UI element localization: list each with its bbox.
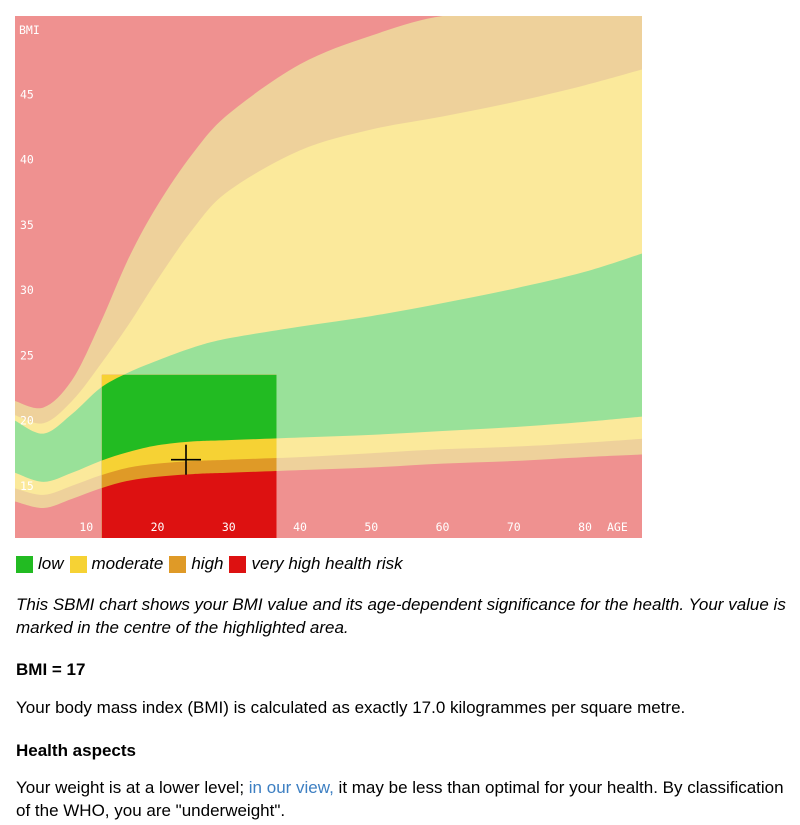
legend-label-low: low	[38, 554, 64, 573]
legend-item-high: high	[169, 554, 223, 574]
health-text-start: Your weight is at a lower level;	[16, 778, 249, 797]
x-tick-10: 10	[79, 520, 93, 534]
y-tick-45: 45	[20, 87, 34, 101]
y-tick-40: 40	[20, 153, 34, 167]
legend-swatch-moderate	[69, 555, 87, 573]
x-tick-80: 80	[578, 520, 592, 534]
y-tick-20: 20	[20, 414, 34, 428]
x-axis-label: AGE	[607, 520, 628, 534]
legend-swatch-very-high	[229, 555, 247, 573]
y-tick-labels: 15 20 25 30 35 40 45	[20, 87, 34, 493]
x-tick-30: 30	[222, 520, 236, 534]
x-tick-20: 20	[151, 520, 165, 534]
y-tick-25: 25	[20, 348, 34, 362]
sbmi-chart: 15 20 25 30 35 40 45 10 20 30 40 50 60 70 80 BMI AGE	[15, 16, 642, 538]
legend-item-low: low	[16, 554, 64, 574]
chart-description: This SBMI chart shows your BMI value and…	[16, 595, 786, 637]
highlight-band-very-high-6	[101, 470, 277, 538]
x-tick-60: 60	[436, 520, 450, 534]
x-tick-labels: 10 20 30 40 50 60 70 80	[79, 520, 592, 534]
legend-swatch-low	[16, 555, 33, 573]
legend-swatch-high	[169, 555, 187, 573]
health-text-end: it may be less than optimal for your hea…	[16, 778, 784, 820]
health-aspects-text: Your weight is at a lower level; in our …	[16, 776, 786, 822]
health-aspects-heading: Health aspects	[16, 741, 136, 760]
y-tick-15: 15	[20, 479, 34, 493]
legend: low moderate high very high health risk	[16, 553, 409, 575]
legend-label-moderate: moderate	[91, 554, 164, 573]
legend-label-high: high	[191, 554, 224, 573]
bmi-heading: BMI = 17	[16, 660, 86, 679]
legend-item-very-high: very high health risk	[229, 554, 403, 574]
x-tick-70: 70	[507, 520, 521, 534]
highlight-area	[101, 374, 277, 538]
bmi-explanation: Your body mass index (BMI) is calculated…	[16, 698, 686, 717]
x-tick-50: 50	[364, 520, 378, 534]
bmi-marker	[171, 444, 201, 475]
y-axis-label: BMI	[19, 23, 40, 37]
legend-label-very-high: very high health risk	[251, 554, 403, 573]
legend-item-moderate: moderate	[69, 554, 164, 574]
x-tick-40: 40	[293, 520, 307, 534]
in-our-view-link[interactable]: in our view,	[248, 778, 334, 797]
y-tick-35: 35	[20, 218, 34, 232]
y-tick-30: 30	[20, 283, 34, 297]
